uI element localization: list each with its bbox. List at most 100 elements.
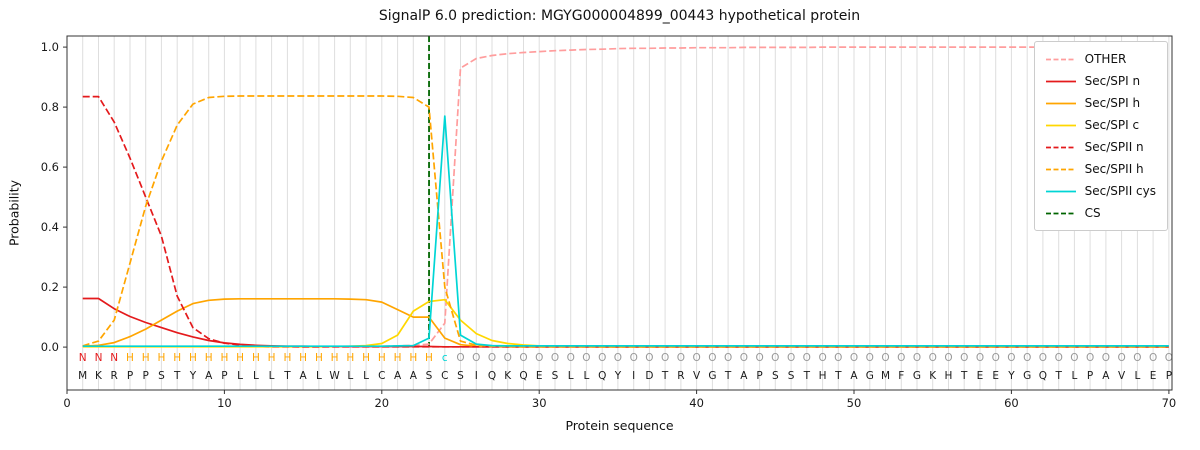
x-tick-label: 10	[217, 396, 232, 410]
sequence-letter: G	[1023, 370, 1031, 382]
sequence-letter: F	[898, 370, 904, 382]
sequence-letter: L	[583, 370, 589, 382]
region-letter: N	[110, 352, 118, 364]
region-letter: O	[708, 352, 716, 364]
region-letter: H	[142, 352, 150, 364]
y-tick-label: 0.4	[41, 220, 59, 234]
y-tick-label: 1.0	[41, 40, 59, 54]
sequence-letter: Q	[598, 370, 606, 382]
region-letter: O	[1117, 352, 1125, 364]
region-letter: O	[692, 352, 700, 364]
sequence-letter: R	[111, 370, 118, 382]
region-letter: H	[173, 352, 181, 364]
sequence-letter: C	[441, 370, 448, 382]
region-letter: O	[1039, 352, 1047, 364]
region-letter: O	[913, 352, 921, 364]
sequence-letter: T	[661, 370, 669, 382]
region-letter: H	[283, 352, 291, 364]
region-letter: O	[834, 352, 842, 364]
region-letter: O	[504, 352, 512, 364]
region-letter: O	[661, 352, 669, 364]
sequence-letter: A	[740, 370, 748, 382]
series-line-sec-spi-n	[82, 297, 1169, 348]
legend-label: Sec/SPII cys	[1084, 184, 1156, 198]
region-letter: O	[551, 352, 559, 364]
region-letter: O	[740, 352, 748, 364]
region-letter: O	[1165, 352, 1173, 364]
sequence-letter: S	[788, 370, 795, 382]
region-letter: H	[220, 352, 228, 364]
sequence-letter: T	[1054, 370, 1062, 382]
sequence-letter: Y	[614, 370, 622, 382]
legend-label: Sec/SPI c	[1084, 118, 1140, 132]
legend-label: Sec/SPII h	[1084, 162, 1144, 176]
region-letter: H	[268, 352, 276, 364]
region-letter: O	[1070, 352, 1078, 364]
sequence-letter: L	[1071, 370, 1077, 382]
x-tick-label: 0	[63, 396, 70, 410]
region-letter: H	[425, 352, 433, 364]
region-letter: O	[929, 352, 937, 364]
region-letter: H	[299, 352, 307, 364]
region-letter: O	[456, 352, 464, 364]
sequence-letter: L	[568, 370, 574, 382]
region-letter: N	[79, 352, 87, 364]
sequence-letter: T	[834, 370, 842, 382]
region-letter: O	[1055, 352, 1063, 364]
region-letter: O	[866, 352, 874, 364]
region-letter: H	[157, 352, 165, 364]
x-tick-label: 70	[1162, 396, 1177, 410]
region-letter: O	[1007, 352, 1015, 364]
x-tick-label: 20	[374, 396, 389, 410]
legend-swatch	[1045, 124, 1076, 126]
region-letter: O	[850, 352, 858, 364]
legend-entry-sec-spii-n: Sec/SPII n	[1045, 136, 1156, 158]
region-letter: O	[897, 352, 905, 364]
sequence-letter: G	[866, 370, 874, 382]
legend-swatch	[1045, 146, 1076, 148]
sequence-letter: Q	[519, 370, 527, 382]
y-tick-label: 0.2	[41, 280, 59, 294]
sequence-letter: Y	[189, 370, 197, 382]
region-letter: O	[960, 352, 968, 364]
region-letter: O	[598, 352, 606, 364]
sequence-letter: Q	[488, 370, 496, 382]
region-letter: O	[1149, 352, 1157, 364]
region-letter: O	[944, 352, 952, 364]
legend-swatch	[1045, 102, 1076, 104]
region-letter: O	[787, 352, 795, 364]
sequence-letter: S	[772, 370, 779, 382]
region-letter: O	[677, 352, 685, 364]
sequence-letter: A	[394, 370, 402, 382]
sequence-letter: P	[127, 370, 133, 382]
sequence-letter: H	[819, 370, 827, 382]
region-letter: O	[645, 352, 653, 364]
region-letter: c	[442, 352, 448, 364]
series-line-sec-spi-h	[82, 297, 1169, 348]
sequence-letter: T	[960, 370, 968, 382]
sequence-letter: A	[410, 370, 418, 382]
sequence-letter: K	[504, 370, 512, 382]
sequence-letter: P	[1087, 370, 1093, 382]
region-letter: O	[567, 352, 575, 364]
sequence-letter: L	[316, 370, 322, 382]
region-letter: O	[1133, 352, 1141, 364]
region-letter: O	[488, 352, 496, 364]
y-tick-label: 0.8	[41, 100, 59, 114]
sequence-letter: L	[1134, 370, 1140, 382]
legend-entry-sec-spi-h: Sec/SPI h	[1045, 92, 1156, 114]
sequence-letter: P	[1166, 370, 1172, 382]
legend-entry-other: OTHER	[1045, 48, 1156, 70]
legend-entry-cs: CS	[1045, 202, 1156, 224]
sequence-letter: S	[552, 370, 559, 382]
sequence-letter: A	[850, 370, 858, 382]
region-letter: O	[976, 352, 984, 364]
sequence-letter: T	[724, 370, 732, 382]
sequence-letter: L	[269, 370, 275, 382]
region-letter: O	[472, 352, 480, 364]
region-letter: H	[189, 352, 197, 364]
legend-entry-sec-spi-n: Sec/SPI n	[1045, 70, 1156, 92]
sequence-letter: D	[645, 370, 653, 382]
sequence-letter: K	[929, 370, 937, 382]
region-letter: O	[1023, 352, 1031, 364]
